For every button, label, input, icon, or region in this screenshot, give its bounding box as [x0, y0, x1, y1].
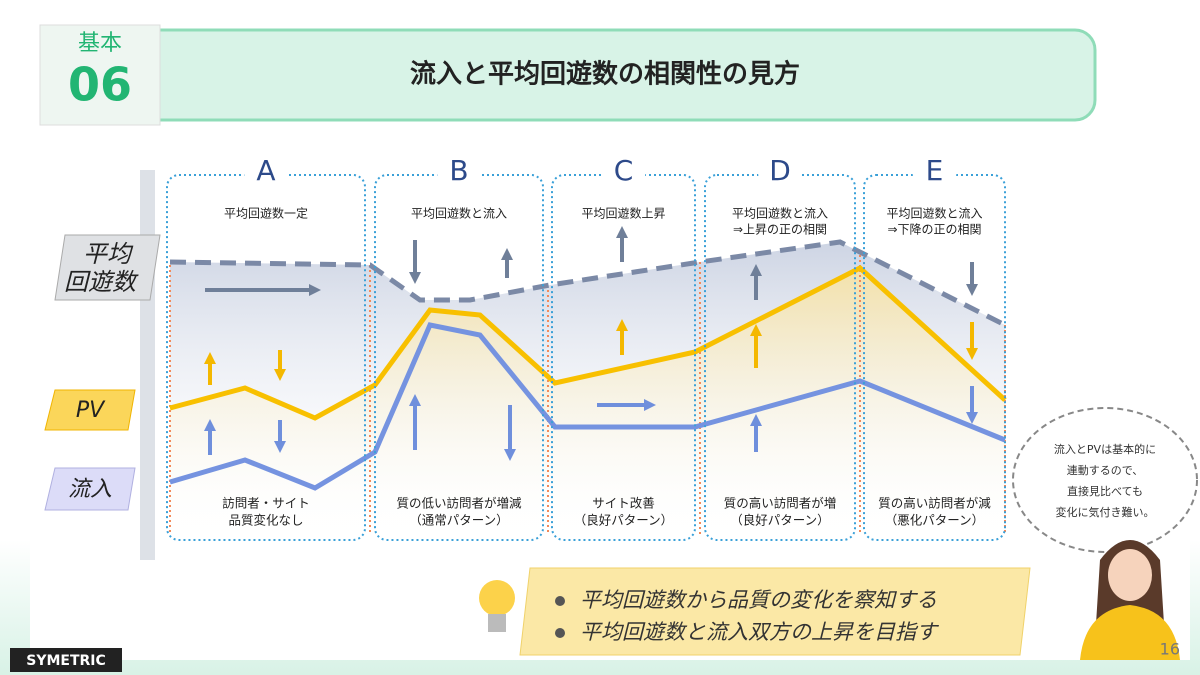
note-line: 直接見比べても — [1067, 484, 1143, 498]
phase-top: 平均回遊数と流入 — [732, 206, 828, 221]
phase-top: 平均回遊数と流入 — [411, 206, 507, 221]
pv-line — [169, 264, 1007, 421]
phases: A平均回遊数一定訪問者・サイト品質変化なしB平均回遊数と流入質の低い訪問者が増減… — [166, 150, 1006, 541]
bullet: 平均回遊数から品質の変化を察知する — [580, 588, 937, 612]
badge-top: 基本 — [78, 31, 122, 56]
bullet-box — [519, 567, 1031, 656]
phase-bottom: （通常パターン） — [409, 513, 508, 528]
separators — [169, 250, 1006, 535]
logo: SYMETRIC — [26, 653, 106, 669]
phase-top: ⇒下降の正の相関 — [887, 223, 981, 237]
phase-top: 平均回遊数上昇 — [581, 206, 665, 221]
note-line: 連動するので、 — [1067, 463, 1144, 477]
phase-bottom: 質の低い訪問者が増減 — [396, 496, 522, 511]
badge-number: 06 — [68, 58, 132, 112]
note-bubble — [1012, 407, 1198, 553]
bullet-dot — [555, 628, 565, 638]
axis-label: 流入 — [68, 477, 112, 502]
phase-bottom: （良好パターン） — [574, 513, 673, 528]
inflow-line — [169, 322, 1006, 491]
badge — [39, 24, 161, 126]
phase-bottom: サイト改善 — [592, 496, 655, 511]
phase-letter: E — [926, 154, 944, 187]
axis-label: 回遊数 — [64, 268, 139, 296]
page-number: 16 — [1160, 640, 1180, 659]
phase-box — [863, 174, 1006, 541]
phase-circle — [244, 150, 288, 194]
note-line: 流入とPVは基本的に — [1054, 442, 1156, 456]
character — [1080, 540, 1180, 660]
bullet: 平均回遊数と流入双方の上昇を目指す — [580, 620, 939, 644]
phase-circle — [758, 150, 802, 194]
phase-letter: A — [256, 154, 275, 187]
phase-top: ⇒上昇の正の相関 — [733, 223, 827, 237]
phase-bottom: （良好パターン） — [730, 513, 829, 528]
phase-bottom: 質の高い訪問者が減 — [878, 496, 991, 511]
phase-letter: D — [769, 154, 791, 187]
pv-area — [170, 268, 1005, 540]
bulb-icon — [479, 580, 515, 632]
phase-letter: B — [449, 154, 468, 187]
inflow-label-box — [44, 467, 136, 511]
phase-box — [551, 174, 696, 541]
phase-top: 平均回遊数一定 — [224, 206, 308, 221]
phase-circle — [601, 150, 646, 194]
phase-letter: C — [614, 154, 634, 187]
arrows — [204, 226, 978, 461]
phase-bottom: 品質変化なし — [228, 513, 303, 528]
pv-label-box — [44, 389, 136, 431]
axis-label: PV — [76, 398, 106, 423]
note-line: 変化に気付き難い。 — [1056, 505, 1155, 519]
phase-box — [704, 174, 856, 541]
phase-circle — [437, 150, 481, 194]
bullet-dot — [555, 596, 565, 606]
phase-bottom: 質の高い訪問者が増 — [724, 496, 837, 511]
title: 流入と平均回遊数の相関性の見方 — [410, 59, 800, 90]
phase-top: 平均回遊数と流入 — [886, 206, 982, 221]
phase-bottom: 訪問者・サイト — [222, 496, 310, 511]
phase-circle — [912, 150, 957, 194]
phase-bottom: （悪化パターン） — [885, 513, 984, 528]
axis-label: 平均 — [83, 240, 134, 268]
avg-line — [169, 239, 1007, 328]
avg-label-box — [54, 234, 161, 301]
logo-box — [10, 648, 122, 672]
